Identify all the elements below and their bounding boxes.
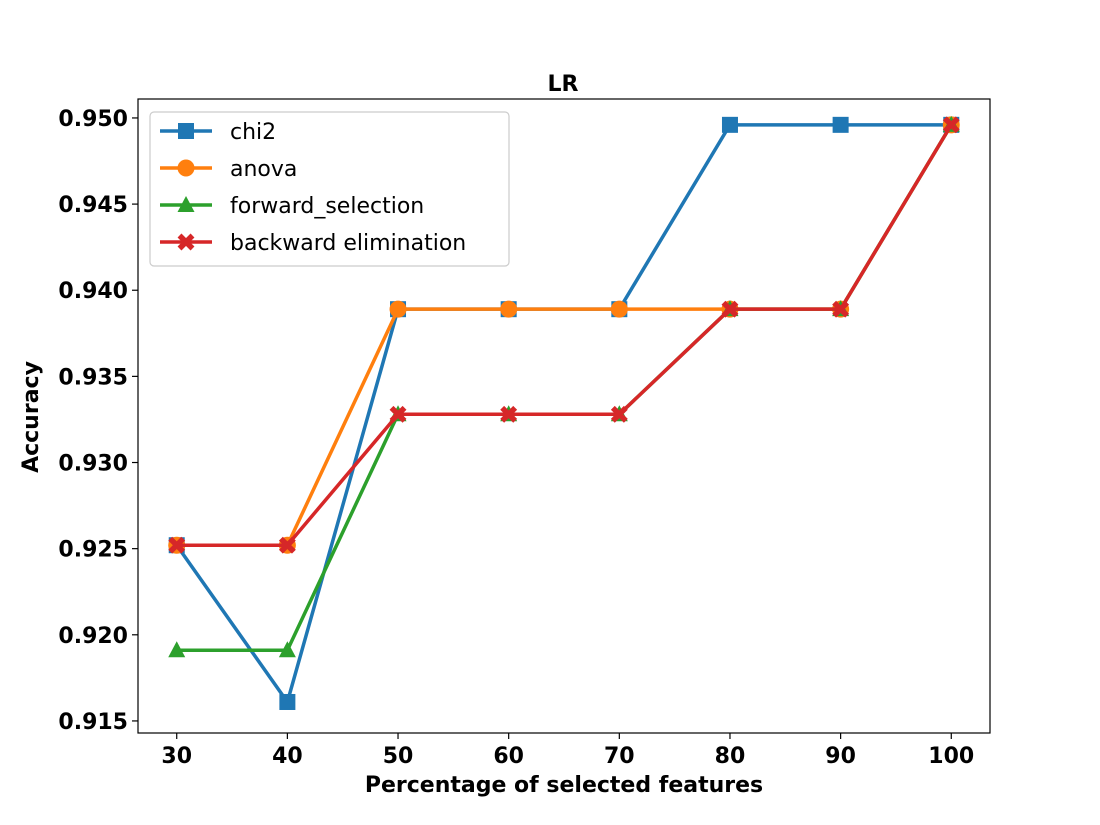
data-point [500, 405, 518, 423]
data-point [389, 300, 407, 318]
legend-frame [149, 111, 510, 267]
chart-title: LR [548, 72, 579, 97]
y-tick-label: 0.950 [58, 107, 128, 132]
data-point [610, 300, 628, 318]
data-point [942, 116, 960, 134]
legend-marker [178, 123, 194, 139]
data-point [389, 405, 407, 423]
x-tick-label: 40 [272, 744, 303, 769]
y-tick-label: 0.930 [58, 452, 128, 477]
data-point [168, 536, 186, 554]
legend-label: chi2 [230, 120, 276, 145]
plot-area [137, 98, 991, 734]
data-point [832, 116, 849, 133]
legend-marker [177, 159, 195, 177]
series-layer [168, 115, 960, 710]
y-tick-label: 0.935 [58, 365, 128, 390]
series-line [176, 123, 953, 547]
x-tick-label: 70 [604, 744, 635, 769]
data-point [721, 116, 738, 133]
x-tick-label: 80 [715, 744, 746, 769]
y-tick-label: 0.940 [58, 279, 128, 304]
legend: chi2 anova forward_selection backward elimi… [149, 111, 510, 267]
x-tick-label: 60 [493, 744, 524, 769]
data-point [610, 405, 628, 423]
y-tick-label: 0.920 [58, 624, 128, 649]
legend-marker [177, 196, 195, 212]
x-tick-label: 100 [928, 744, 974, 769]
y-tick-label: 0.925 [58, 538, 128, 563]
data-point [278, 641, 296, 658]
series-backward-elimination [168, 116, 960, 554]
x-tick-label: 30 [161, 744, 192, 769]
data-point [278, 536, 296, 554]
y-tick-label: 0.945 [58, 193, 128, 218]
y-axis: 0.915 0.920 0.925 0.930 0.935 0.940 0.945 0.950 [58, 107, 138, 735]
y-axis-label: Accuracy [19, 361, 44, 473]
data-point [721, 300, 739, 318]
data-point [168, 641, 186, 658]
x-axis: 30 40 50 60 70 80 90 100 [161, 733, 974, 769]
legend-marker [177, 233, 195, 251]
data-point [832, 300, 850, 318]
data-point [279, 693, 296, 710]
legend-label: anova [230, 157, 297, 182]
data-point [500, 300, 518, 318]
y-tick-label: 0.915 [58, 710, 128, 735]
x-tick-label: 50 [383, 744, 414, 769]
x-tick-label: 90 [825, 744, 856, 769]
legend-label: backward elimination [230, 231, 466, 256]
x-axis-label: Percentage of selected features [365, 773, 763, 798]
legend-label: forward_selection [230, 194, 424, 219]
